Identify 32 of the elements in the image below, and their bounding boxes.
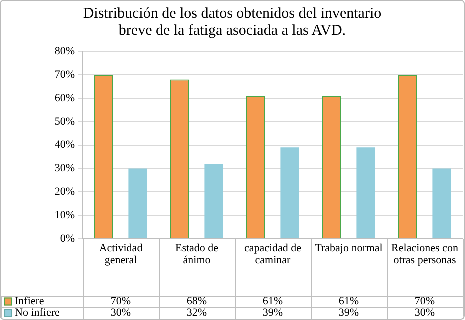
data-label: 61%: [262, 296, 284, 308]
x-tick-label: Actividad general: [99, 242, 144, 266]
y-tick-label: 50%: [54, 116, 75, 128]
x-tick-label: Relaciones con otras personas: [392, 242, 459, 266]
data-label: 70%: [414, 296, 436, 308]
bar: [356, 148, 376, 238]
y-tick-label: 80%: [54, 45, 75, 58]
x-tick-label: capacidad de caminar: [244, 242, 302, 266]
data-label: 68%: [186, 296, 208, 308]
bar: [280, 148, 300, 238]
data-label: 30%: [414, 307, 436, 320]
y-tick-label: 70%: [54, 68, 75, 81]
data-label: 39%: [338, 307, 360, 320]
data-label: 30%: [110, 307, 132, 320]
y-tick-label: 30%: [54, 162, 75, 175]
y-tick-label: 40%: [54, 139, 75, 152]
data-label: 70%: [110, 296, 132, 308]
data-label: 61%: [338, 296, 360, 308]
legend-label: Infiere: [15, 296, 44, 308]
y-tick-label: 60%: [54, 92, 75, 104]
bar: [128, 168, 148, 238]
legend-label: No infiere: [15, 307, 60, 320]
x-tick-label: Estado de ánimo: [175, 242, 219, 266]
data-label: 32%: [186, 307, 208, 320]
y-tick-label: 20%: [54, 186, 75, 198]
bar: [204, 164, 224, 238]
x-tick-label: Trabajo normal: [315, 242, 383, 254]
y-tick-label: 10%: [54, 209, 75, 222]
y-tick-label: 0%: [60, 232, 75, 245]
bar: [432, 168, 452, 238]
data-label: 39%: [262, 307, 284, 320]
chart-title: Distribución de los datos obtenidos del inventario breve de la fatiga asociada a las AVD.: [82, 6, 383, 41]
